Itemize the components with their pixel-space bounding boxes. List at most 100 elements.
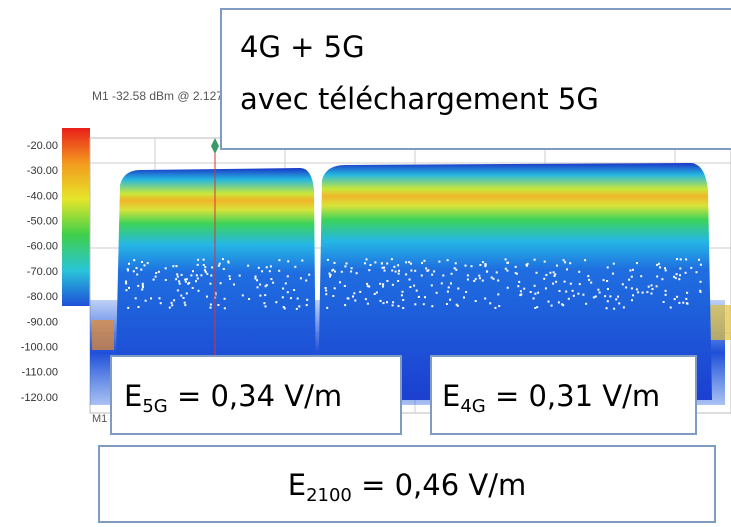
peak-dot (255, 276, 257, 278)
y-label: -80.00 (27, 291, 58, 303)
peak-dot (597, 289, 599, 291)
peak-dot (447, 291, 449, 293)
peak-dot (169, 307, 171, 309)
peak-dot (494, 307, 496, 309)
peak-dot (498, 305, 500, 307)
peak-dot (570, 283, 572, 285)
peak-dot (248, 298, 250, 300)
peak-dot (409, 286, 411, 288)
peak-dot (410, 270, 412, 272)
peak-dot (397, 264, 399, 266)
value: = 0,46 V/m (352, 468, 526, 502)
peak-dot (554, 273, 556, 275)
peak-dot (651, 293, 653, 295)
peak-dot (184, 279, 186, 281)
peak-dot (142, 283, 144, 285)
peak-dot (300, 277, 302, 279)
peak-dot (676, 258, 678, 260)
peak-dot (536, 272, 538, 274)
peak-dot (423, 260, 425, 262)
peak-dot (613, 263, 615, 265)
peak-dot (489, 302, 491, 304)
peak-dot (261, 270, 263, 272)
peak-dot (198, 290, 200, 292)
peak-dot (185, 281, 187, 283)
peak-dot (255, 278, 257, 280)
peak-dot (344, 285, 346, 287)
peak-dot (293, 289, 295, 291)
peak-dot (555, 281, 557, 283)
peak-dot (203, 264, 205, 266)
peak-dot (604, 295, 606, 297)
peak-dot (197, 278, 199, 280)
peak-dot (210, 304, 212, 306)
peak-dot (287, 275, 289, 277)
peak-dot (133, 259, 135, 261)
peak-dot (482, 261, 484, 263)
peak-dot (658, 263, 660, 265)
peak-dot (425, 267, 427, 269)
peak-dot (676, 296, 678, 298)
peak-dot (133, 270, 135, 272)
peak-dot (416, 290, 418, 292)
peak-dot (686, 292, 688, 294)
peak-dot (374, 293, 376, 295)
peak-dot (526, 264, 528, 266)
peak-dot (140, 269, 142, 271)
subscript: 4G (460, 396, 485, 417)
peak-dot (334, 262, 336, 264)
peak-dot (229, 275, 231, 277)
peak-dot (534, 307, 536, 309)
peak-dot (648, 286, 650, 288)
peak-dot (147, 262, 149, 264)
peak-dot (229, 278, 231, 280)
peak-dot (534, 259, 536, 261)
peak-dot (128, 263, 130, 265)
peak-dot (418, 296, 420, 298)
peak-dot (153, 279, 155, 281)
peak-dot (564, 281, 566, 283)
peak-dot (370, 264, 372, 266)
peak-dot (629, 270, 631, 272)
peak-dot (475, 300, 477, 302)
peak-dot (247, 265, 249, 267)
peak-dot (613, 308, 615, 310)
peak-dot (344, 265, 346, 267)
peak-dot (296, 308, 298, 310)
peak-dot (398, 273, 400, 275)
peak-dot (457, 288, 459, 290)
peak-dot (569, 262, 571, 264)
peak-dot (127, 269, 129, 271)
peak-dot (563, 259, 565, 261)
title-line: 4G + 5G (240, 30, 731, 64)
peak-dot (673, 276, 675, 278)
peak-dot (676, 273, 678, 275)
peak-dot (520, 290, 522, 292)
peak-dot (334, 287, 336, 289)
peak-dot (636, 262, 638, 264)
peak-dot (158, 271, 160, 273)
peak-dot (603, 279, 605, 281)
peak-dot (175, 278, 177, 280)
peak-dot (239, 275, 241, 277)
peak-dot (413, 285, 415, 287)
peak-dot (615, 298, 617, 300)
marker-label: M1 (92, 413, 107, 425)
peak-dot (354, 300, 356, 302)
peak-dot (551, 305, 553, 307)
peak-dot (454, 267, 456, 269)
peak-dot (402, 299, 404, 301)
peak-dot (632, 269, 634, 271)
peak-dot (652, 288, 654, 290)
peak-dot (211, 266, 213, 268)
y-label: -20.00 (27, 140, 58, 152)
peak-dot (142, 286, 144, 288)
peak-dot (177, 289, 179, 291)
peak-dot (398, 270, 400, 272)
peak-dot (181, 274, 183, 276)
peak-dot (631, 276, 633, 278)
peak-dot (674, 298, 676, 300)
peak-dot (530, 291, 532, 293)
peak-dot (665, 269, 667, 271)
peak-dot (368, 269, 370, 271)
